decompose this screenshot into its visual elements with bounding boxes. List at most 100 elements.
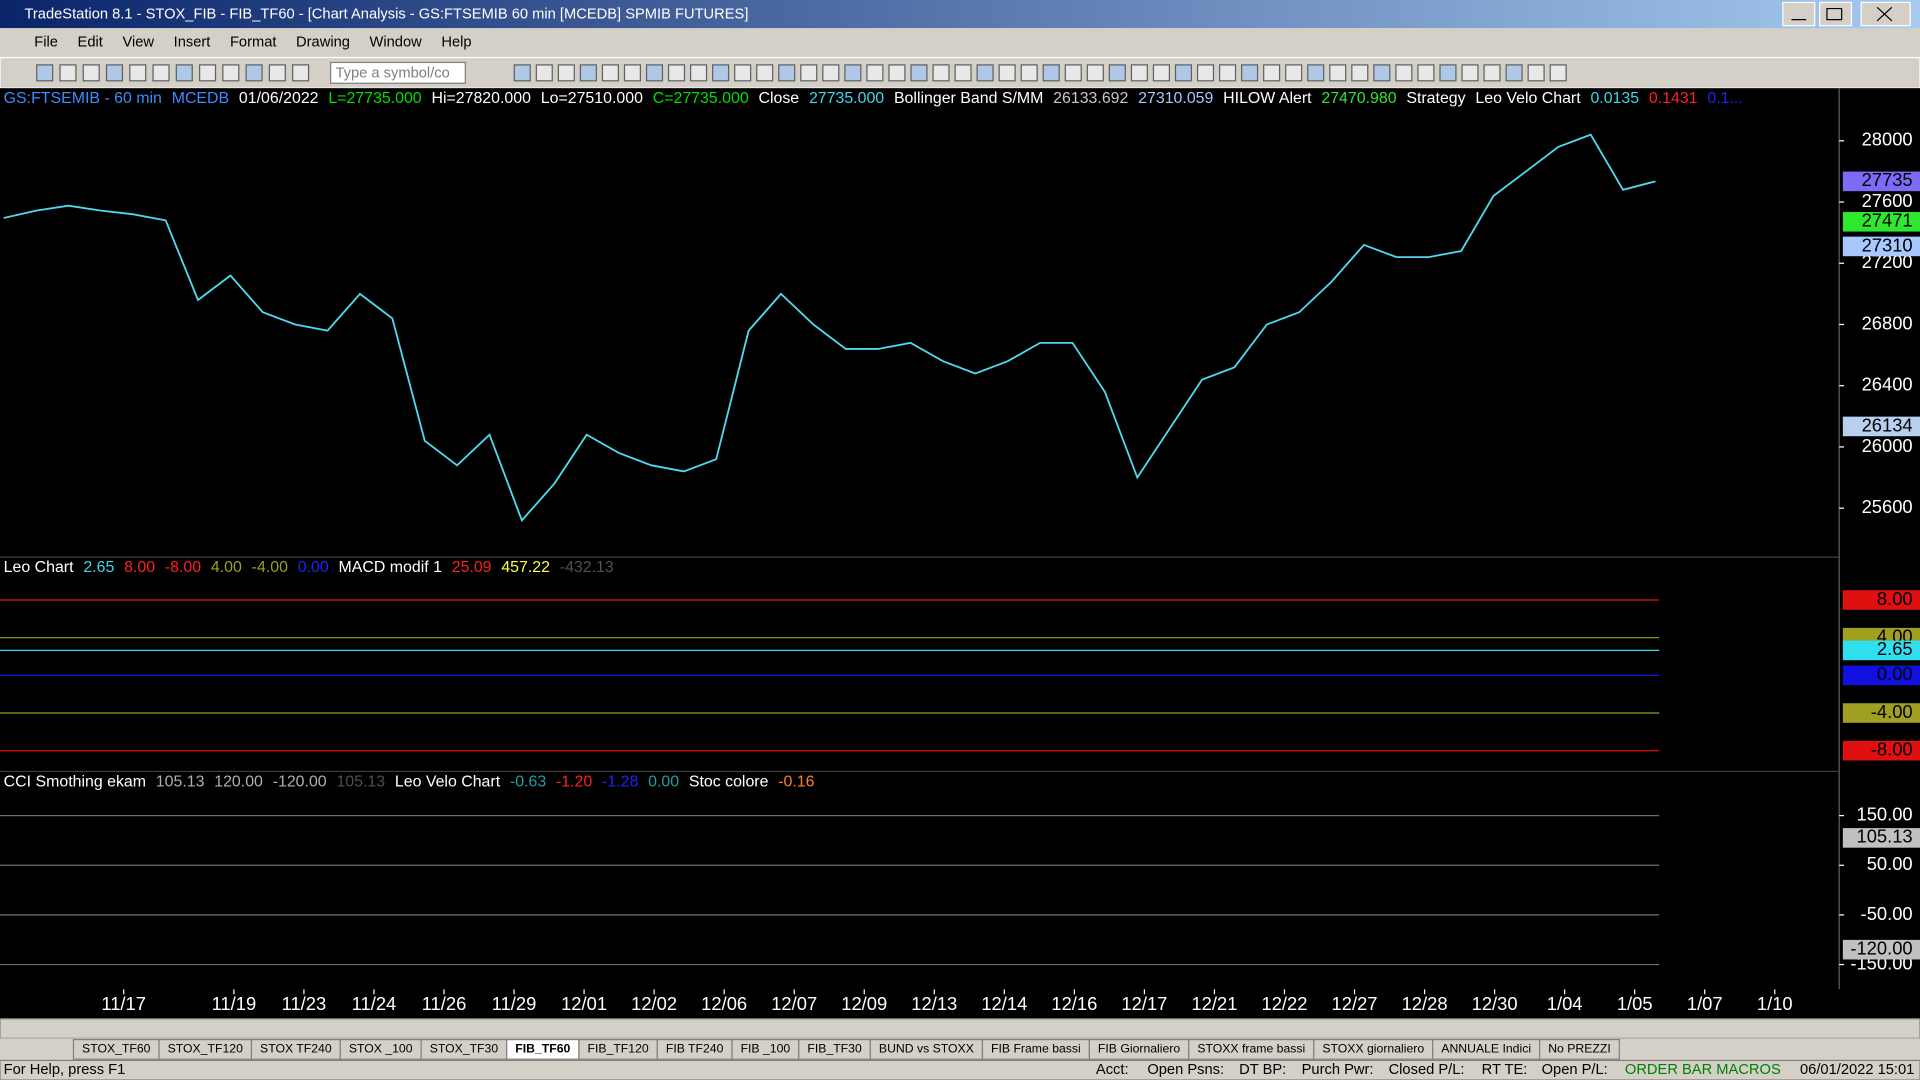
symbol-input[interactable] (330, 61, 466, 84)
sheet-tab[interactable]: STOXX giornaliero (1313, 1038, 1434, 1060)
sheet-tab[interactable]: STOX _100 (339, 1038, 422, 1060)
header-item: 0.1... (1707, 90, 1742, 107)
toolbar-button[interactable] (1152, 64, 1171, 82)
minimize-button[interactable] (1782, 1, 1816, 27)
toolbar-button[interactable] (712, 64, 730, 82)
toolbar-button[interactable] (998, 64, 1016, 82)
toolbar-button[interactable] (557, 64, 575, 82)
toolbar-button[interactable] (1218, 64, 1237, 82)
toolbar-button[interactable] (1196, 64, 1215, 82)
toolbar-button[interactable] (1461, 64, 1479, 82)
x-tick-label: 12/16 (1051, 993, 1097, 1014)
sheet-tab[interactable]: STOXX frame bassi (1188, 1038, 1315, 1060)
sheet-tab[interactable]: FIB Giornaliero (1088, 1038, 1190, 1060)
toolbar-button[interactable] (932, 64, 950, 82)
toolbar-button[interactable] (1285, 64, 1303, 82)
sheet-tab[interactable]: FIB_TF60 (506, 1038, 580, 1060)
toolbar-button[interactable] (1351, 64, 1369, 82)
toolbar-button[interactable] (268, 64, 286, 82)
toolbar-button[interactable] (535, 64, 553, 82)
toolbar-button[interactable] (198, 64, 217, 82)
toolbar-button[interactable] (1329, 64, 1347, 82)
toolbar-button[interactable] (1064, 64, 1082, 82)
menu-item[interactable]: View (122, 35, 154, 51)
toolbar-button[interactable] (82, 64, 100, 82)
toolbar-button[interactable] (734, 64, 752, 82)
header-item: GS:FTSEMIB - 60 min (4, 90, 162, 107)
sheet-tab[interactable]: FIB _100 (731, 1038, 800, 1060)
toolbar-button[interactable] (1417, 64, 1435, 82)
toolbar-button[interactable] (1395, 64, 1413, 82)
toolbar-button[interactable] (175, 64, 193, 82)
toolbar-button[interactable] (756, 64, 774, 82)
sheet-tab[interactable]: FIB_TF30 (798, 1038, 871, 1060)
toolbar-button[interactable] (245, 64, 263, 82)
toolbar-button[interactable] (152, 64, 170, 82)
sheet-tab[interactable]: STOX TF240 (250, 1038, 341, 1060)
toolbar-button[interactable] (910, 64, 928, 82)
sheet-tab[interactable]: FIB_TF120 (578, 1038, 658, 1060)
price-marker (1842, 740, 1920, 761)
toolbar-button[interactable] (601, 64, 619, 82)
toolbar-button[interactable] (888, 64, 906, 82)
toolbar-button[interactable] (690, 64, 708, 82)
toolbar-button[interactable] (513, 64, 531, 82)
toolbar-button[interactable] (844, 64, 862, 82)
maximize-button[interactable] (1818, 1, 1853, 27)
sheet-tab[interactable]: No PREZZI (1539, 1038, 1620, 1060)
sheet-tab[interactable]: STOX_TF60 (72, 1038, 160, 1060)
toolbar-button[interactable] (976, 64, 994, 82)
toolbar-button[interactable] (667, 64, 686, 82)
toolbar-button[interactable] (1549, 64, 1567, 82)
toolbar-button[interactable] (1307, 64, 1325, 82)
toolbar-button[interactable] (105, 64, 124, 82)
toolbar-button[interactable] (129, 64, 147, 82)
toolbar-button[interactable] (778, 64, 796, 82)
toolbar-button[interactable] (292, 64, 310, 82)
sheet-tab[interactable]: ANNUALE Indici (1432, 1038, 1541, 1060)
menu-item[interactable]: File (34, 35, 58, 51)
toolbar-button[interactable] (59, 64, 77, 82)
toolbar-button[interactable] (1174, 64, 1193, 82)
menu-item[interactable]: Help (441, 35, 471, 51)
menu-item[interactable]: Edit (78, 35, 103, 51)
toolbar-button[interactable] (1086, 64, 1104, 82)
toolbar-button[interactable] (36, 64, 54, 82)
menu-item[interactable]: Window (370, 35, 423, 51)
menu-item[interactable]: Drawing (296, 35, 350, 51)
sheet-tab[interactable]: BUND vs STOXX (869, 1038, 984, 1060)
sheet-tab[interactable]: STOX_TF120 (158, 1038, 253, 1060)
y-tick-label: 25600 (1862, 496, 1913, 517)
toolbar-button[interactable] (1130, 64, 1148, 82)
toolbar-button[interactable] (222, 64, 240, 82)
toolbar-button[interactable] (954, 64, 972, 82)
sheet-tab[interactable]: STOX_TF30 (420, 1038, 508, 1060)
toolbar-button[interactable] (800, 64, 818, 82)
horizontal-scrollbar[interactable] (0, 1018, 1920, 1039)
toolbar-button[interactable] (623, 64, 642, 82)
toolbar-button[interactable] (579, 64, 597, 82)
price-marker-label: -4.00 (1871, 701, 1913, 722)
toolbar-button[interactable] (1439, 64, 1457, 82)
toolbar-button[interactable] (1020, 64, 1038, 82)
tab-label: STOX_TF120 (168, 1042, 243, 1056)
y-tick-label: 28000 (1862, 129, 1913, 150)
sheet-tab[interactable]: FIB TF240 (656, 1038, 733, 1060)
toolbar-button[interactable] (1241, 64, 1259, 82)
toolbar-button[interactable] (1505, 64, 1523, 82)
toolbar-button[interactable] (645, 64, 664, 82)
toolbar-button[interactable] (1373, 64, 1391, 82)
close-button[interactable] (1860, 1, 1911, 27)
toolbar-button[interactable] (1527, 64, 1545, 82)
menu-item[interactable]: Format (230, 35, 277, 51)
toolbar-button[interactable] (1042, 64, 1060, 82)
price-marker-label: 0.00 (1877, 663, 1913, 684)
toolbar-button[interactable] (866, 64, 884, 82)
menu-item[interactable]: Insert (174, 35, 211, 51)
toolbar-button[interactable] (1263, 64, 1281, 82)
sheet-tab[interactable]: FIB Frame bassi (981, 1038, 1090, 1060)
toolbar-button[interactable] (1483, 64, 1501, 82)
toolbar-button[interactable] (1108, 64, 1126, 82)
toolbar-button[interactable] (822, 64, 840, 82)
header-item: Stoc colore (689, 774, 769, 791)
